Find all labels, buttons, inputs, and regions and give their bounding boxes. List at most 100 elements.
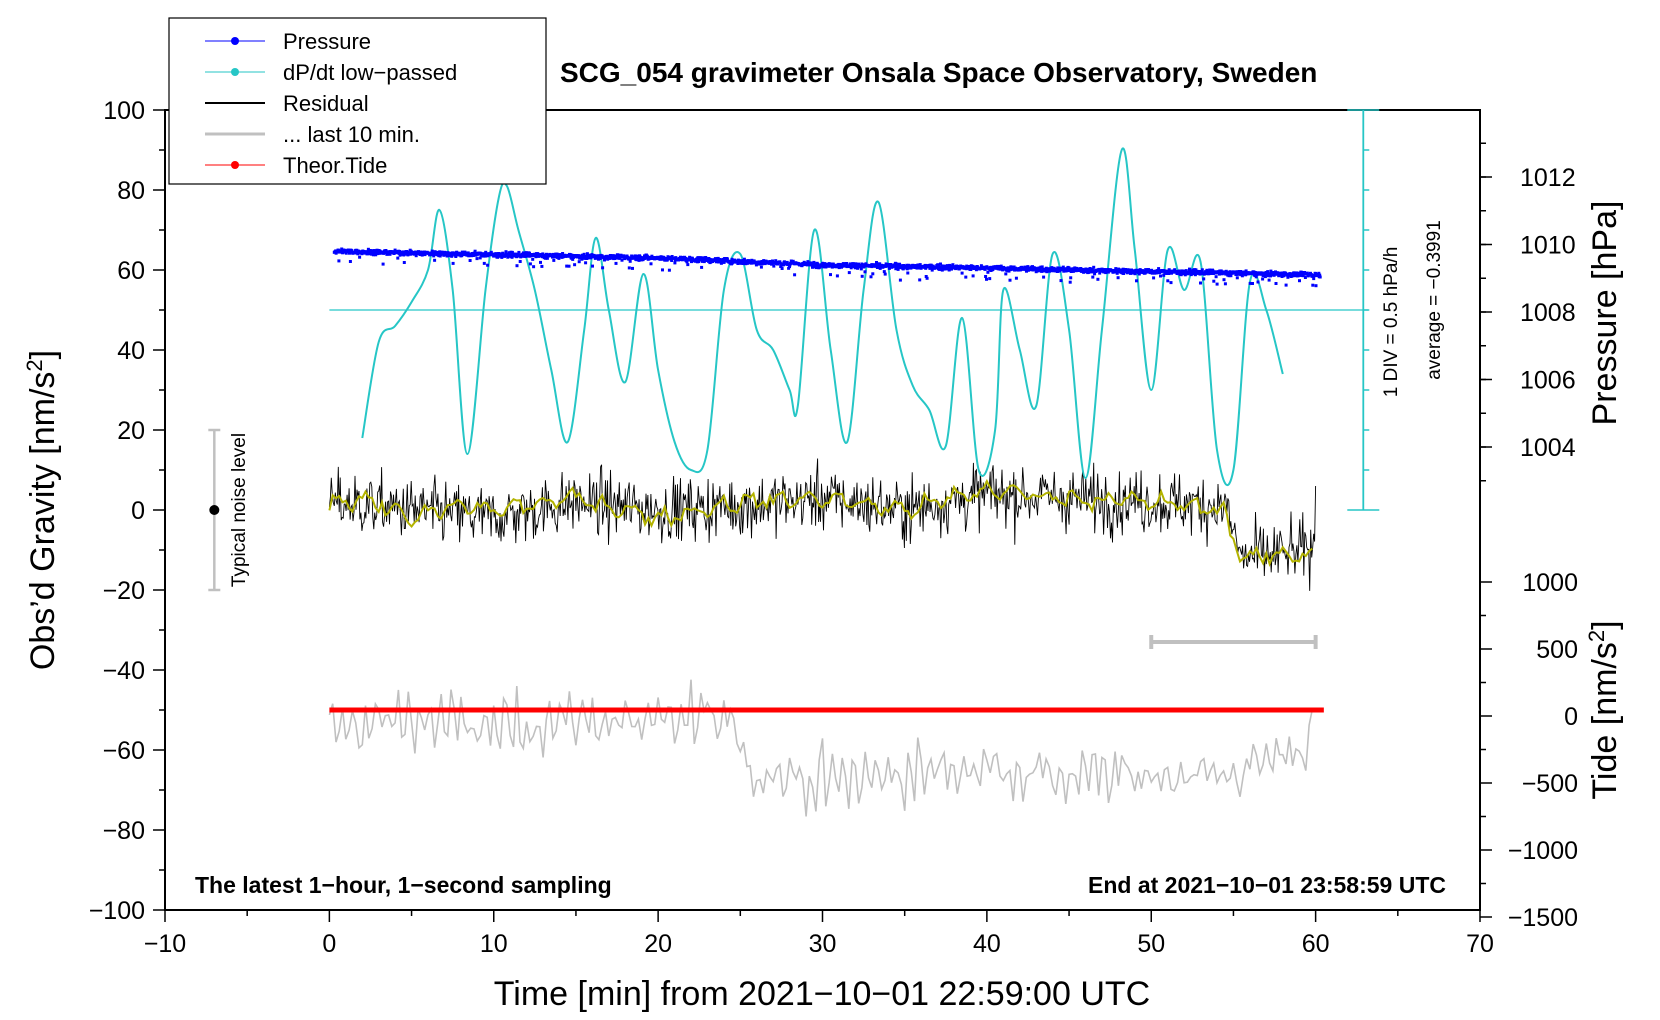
pressure-point [686, 263, 690, 267]
pressure-point [1137, 272, 1141, 276]
pressure-point [418, 253, 422, 256]
pressure-point [518, 260, 522, 263]
pressure-point [451, 261, 455, 265]
pressure-point [1019, 268, 1022, 272]
pressure-point [667, 268, 671, 272]
pressure-point [628, 259, 632, 263]
pressure-point [438, 250, 442, 254]
pressure-point [344, 251, 348, 255]
x-tick-label: 40 [973, 930, 1001, 958]
pressure-point [365, 252, 369, 256]
pressure-point [769, 260, 773, 263]
pressure-point [636, 254, 640, 258]
pressure-point [1093, 272, 1097, 276]
pressure-point [1098, 271, 1102, 275]
pressure-point [450, 254, 454, 258]
pressure-point [594, 256, 598, 260]
legend-marker-0 [231, 37, 239, 45]
pressure-point [887, 266, 891, 270]
pressure-point [823, 262, 827, 266]
pressure-point [883, 272, 887, 276]
pressure-point [673, 261, 677, 265]
pressure-point [366, 247, 370, 251]
pressure-point [1191, 268, 1195, 272]
pressure-point [565, 264, 569, 268]
pressure-point [787, 266, 791, 270]
pressure-point [1267, 278, 1271, 282]
pressure-point [403, 252, 407, 256]
pressure-point [540, 264, 544, 268]
pressure-point [532, 265, 536, 269]
pressure-point [661, 268, 664, 272]
div-annotation: 1 DIV = 0.5 hPa/h [1381, 247, 1402, 398]
pressure-point [500, 255, 504, 259]
pressure-point [484, 250, 488, 254]
pressure-point [1223, 282, 1227, 286]
y-tick-label: −80 [103, 817, 145, 845]
pressure-point [1266, 274, 1270, 278]
pressure-point [906, 271, 910, 275]
pressure-point [1059, 279, 1063, 283]
pressure-point [909, 266, 913, 270]
pressure-point [1277, 273, 1281, 277]
pressure-point [1183, 273, 1187, 277]
pressure-point [1222, 278, 1226, 282]
pressure-point [785, 260, 789, 264]
pressure-point [608, 256, 611, 260]
pressure-point [951, 263, 955, 267]
pressure-point [791, 259, 795, 263]
pressure-point [1291, 274, 1295, 278]
pressure-point [545, 256, 549, 260]
pressure-point [924, 266, 928, 270]
pressure-point [788, 265, 791, 269]
pressure-point [412, 252, 416, 256]
pressure-point [685, 260, 689, 264]
pressure-point [1096, 277, 1100, 281]
pressure-point [414, 254, 418, 258]
pressure-point [1318, 273, 1322, 277]
pressure-point [916, 266, 920, 270]
pressure-point [1004, 272, 1008, 276]
pressure-point [454, 255, 458, 258]
tide-tick-label: −1500 [1508, 904, 1578, 932]
pressure-point [974, 268, 978, 272]
series-pressure [332, 247, 1322, 288]
noise-bar-center [209, 505, 220, 515]
pressure-point [515, 264, 519, 268]
tide-tick-label: 0 [1564, 703, 1578, 731]
pressure-point [847, 265, 851, 268]
pressure-point [918, 278, 922, 282]
pressure-point [478, 256, 482, 260]
pressure-point [988, 277, 992, 281]
pressure-point [996, 264, 999, 268]
pressure-point [964, 275, 968, 279]
pressure-point [854, 262, 858, 266]
pressure-point [570, 253, 574, 257]
pressure-point [713, 257, 717, 261]
pressure-point [878, 266, 882, 270]
pressure-point [1298, 273, 1302, 277]
pressure-point [633, 254, 637, 258]
pressure-point [1173, 268, 1177, 272]
pressure-point [725, 257, 729, 261]
pressure-point [971, 274, 975, 278]
pressure-point [496, 255, 500, 259]
pressure-point [457, 251, 461, 255]
pressure-point [1261, 277, 1265, 281]
pressure-point [1072, 269, 1075, 273]
pressure-point [984, 275, 988, 278]
pressure-point [615, 256, 619, 260]
legend-label: ... last 10 min. [283, 122, 420, 147]
pressure-point [947, 266, 951, 270]
pressure-point [393, 248, 397, 252]
pressure-point [1091, 275, 1095, 279]
pressure-point [924, 275, 928, 278]
pressure-point [1008, 278, 1012, 282]
pressure-point [348, 251, 351, 255]
pressure-point [1188, 267, 1191, 271]
pressure-point [680, 258, 684, 262]
pressure-point [859, 267, 863, 271]
pressure-point [1199, 281, 1202, 285]
pressure-point [603, 258, 606, 262]
